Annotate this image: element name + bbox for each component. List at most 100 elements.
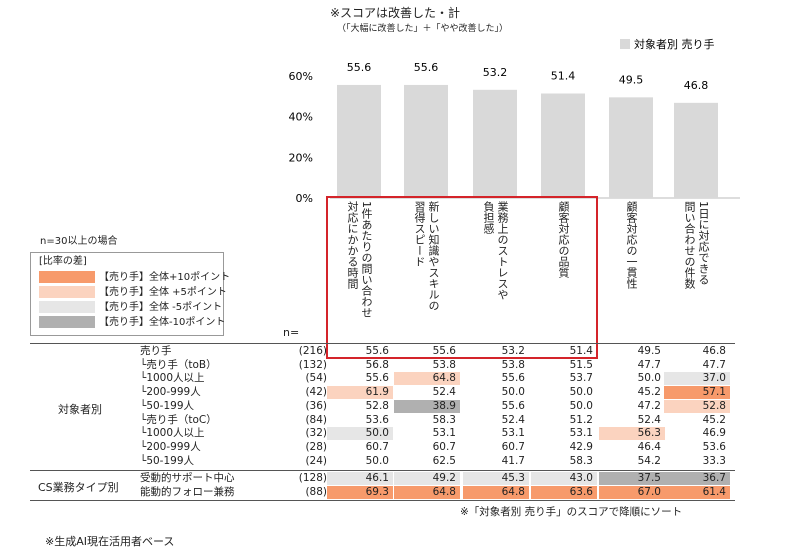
table-bottom-line (30, 500, 735, 501)
row-n: (42) (305, 386, 327, 399)
table-row: └1000人以上 (32) 50.0 53.1 53.1 53.1 56.3 46.9 (30, 427, 735, 441)
table-cell: 46.1 (327, 472, 393, 486)
bar-value-label: 53.2 (483, 66, 508, 79)
table-cell: 46.9 (702, 427, 726, 440)
legend-row: 【売り手】全体 +5ポイント (39, 286, 227, 299)
row-n: (128) (298, 472, 327, 485)
bar (674, 102, 718, 198)
y-tick-label: 20% (289, 151, 313, 164)
column-header-line: 1日に対応できる (697, 201, 710, 285)
row-n: (54) (305, 372, 327, 385)
n-label: n= (283, 326, 300, 339)
legend-swatch (39, 301, 95, 313)
legend-row: 【売り手】全体-10ポイント (39, 316, 225, 329)
bar-value-label: 51.4 (551, 69, 576, 82)
table-cell: 60.7 (365, 440, 389, 453)
table-cell: 50.0 (327, 427, 393, 441)
table-cell: 51.5 (569, 358, 593, 371)
bar-value-label: 46.8 (684, 79, 709, 92)
table-cell: 53.7 (569, 372, 593, 385)
group-label-target: 対象者別 (58, 403, 102, 416)
table-cell: 62.5 (432, 454, 456, 467)
row-label: └売り手（toC） (140, 413, 217, 426)
table-cell: 55.6 (501, 399, 525, 412)
table-row: └50-199人 (36) 52.8 38.9 55.6 50.0 47.2 52.8 (30, 399, 735, 413)
table-row: 受動的サポート中心 (128) 46.1 49.2 45.3 43.0 37.5 36.7 (30, 472, 735, 486)
table-cell: 50.0 (501, 386, 525, 399)
table-cell: 53.2 (501, 345, 525, 357)
table-row: └50-199人 (24) 50.0 62.5 41.7 58.3 54.2 33.3 (30, 455, 735, 468)
table-cell: 52.8 (365, 399, 389, 412)
table-row: └売り手（toB） (132) 56.8 53.8 53.8 51.5 47.7 47.7 (30, 359, 735, 372)
y-tick-label: 40% (289, 111, 313, 124)
bar (404, 84, 448, 198)
table-cell: 37.0 (664, 372, 730, 386)
table-cell: 49.5 (637, 345, 661, 357)
chart-note: ※スコアは改善した・計 (330, 6, 461, 20)
legend-label: 【売り手】全体-10ポイント (99, 317, 226, 328)
table-cell: 52.4 (432, 386, 456, 399)
table-cell: 64.8 (463, 486, 529, 499)
table-cell: 36.7 (664, 472, 730, 486)
table-cell: 55.6 (365, 345, 389, 357)
table-cell: 49.2 (394, 472, 460, 486)
table-cell: 53.1 (432, 427, 456, 440)
table-cell: 55.6 (501, 372, 525, 385)
table-cell: 33.3 (702, 454, 726, 467)
bar-series (337, 84, 718, 198)
legend-swatch (39, 286, 95, 298)
column-header-line: 顧客対応の一貫性 (625, 201, 638, 289)
table-row: 能動的フォロー兼務 (88) 69.3 64.8 64.8 63.6 67.0 61.4 (30, 486, 735, 499)
legend-swatch (39, 271, 95, 283)
table-cell: 38.9 (394, 399, 460, 413)
table-row: └1000人以上 (54) 55.6 64.8 55.6 53.7 50.0 37.0 (30, 372, 735, 386)
legend-label: 【売り手】全体+10ポイント (99, 272, 231, 283)
row-label: └1000人以上 (140, 372, 205, 385)
table-cell: 67.0 (599, 486, 665, 499)
table-cell: 69.3 (327, 486, 393, 499)
highlight-box (326, 196, 598, 359)
table-cell: 47.7 (637, 358, 661, 371)
y-tick-label: 60% (289, 70, 313, 83)
row-label: 受動的サポート中心 (140, 472, 235, 485)
legend-row: 【売り手】全体+10ポイント (39, 271, 230, 284)
row-n: (216) (298, 345, 327, 357)
table-row: └200-999人 (42) 61.9 52.4 50.0 50.0 45.2 57.1 (30, 386, 735, 400)
column-header-line: 新しい知識やスキルの (427, 201, 440, 311)
row-n: (88) (305, 486, 327, 498)
column-header-line: 顧客対応の品質 (557, 201, 570, 278)
row-label: └50-199人 (140, 399, 195, 412)
table-cell: 41.7 (501, 454, 525, 467)
row-n: (36) (305, 399, 327, 412)
table-cell: 61.4 (664, 486, 730, 499)
legend-swatch (39, 316, 95, 328)
table-cell: 54.2 (637, 454, 661, 467)
table-row: └200-999人 (28) 60.7 60.7 60.7 42.9 46.4 53.6 (30, 441, 735, 454)
row-n: (132) (298, 358, 327, 371)
row-label: └売り手（toB） (140, 358, 217, 371)
y-tick-label: 0% (296, 192, 313, 205)
bar (337, 84, 381, 198)
legend-title: [比率の差] (39, 256, 87, 267)
table-cell: 52.4 (501, 413, 525, 426)
table-cell: 53.8 (501, 358, 525, 371)
row-label: └50-199人 (140, 454, 195, 467)
bar-value-label: 55.6 (414, 61, 439, 74)
table-cell: 53.1 (569, 427, 593, 440)
table-cell: 53.6 (365, 413, 389, 426)
table-cell: 61.9 (327, 386, 393, 400)
table-cell: 55.6 (432, 345, 456, 357)
bar (609, 97, 653, 198)
sort-note: ※「対象者別 売り手」のスコアで降順にソート (460, 506, 683, 518)
table-cell: 58.3 (432, 413, 456, 426)
table-cell: 37.5 (599, 472, 665, 486)
table-cell: 47.2 (637, 399, 661, 412)
group-label-cs: CS業務タイプ別 (38, 481, 119, 494)
table-cell: 47.7 (702, 358, 726, 371)
table-cell: 42.9 (569, 440, 593, 453)
table-cell: 53.6 (702, 440, 726, 453)
diff-legend: [比率の差] 【売り手】全体+10ポイント【売り手】全体 +5ポイント【売り手】… (30, 252, 230, 336)
table-cell: 46.8 (702, 345, 726, 357)
bar-value-label: 55.6 (347, 61, 372, 74)
row-n: (28) (305, 440, 327, 453)
